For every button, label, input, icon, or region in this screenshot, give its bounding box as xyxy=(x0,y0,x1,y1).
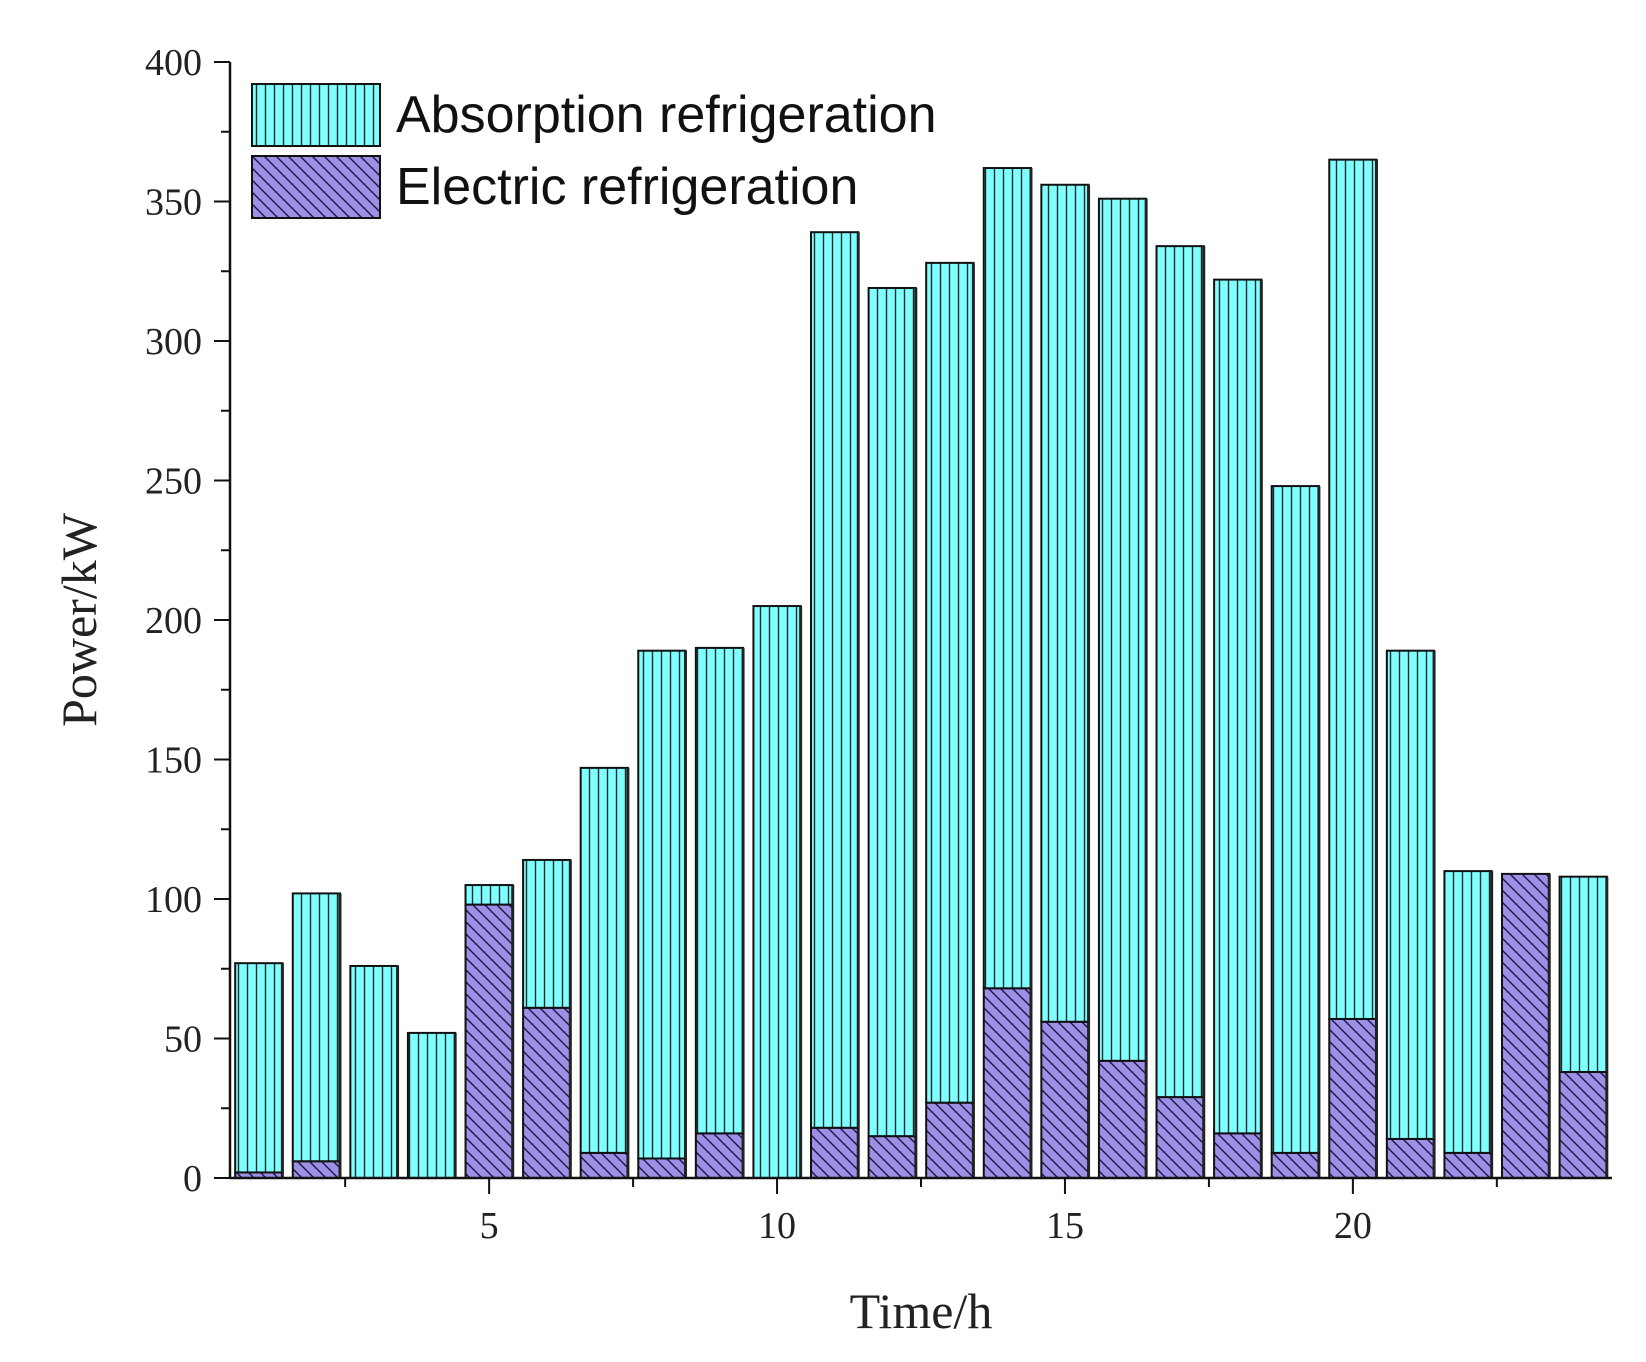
bar-electric-12 xyxy=(867,1135,918,1180)
x-tick-label: 20 xyxy=(1334,1205,1372,1247)
bar-absorption-24 xyxy=(1558,875,1609,1073)
y-axis-title: Power/kW xyxy=(51,512,107,727)
y-tick-label: 250 xyxy=(145,461,202,503)
legend-label: Absorption refrigeration xyxy=(396,86,937,144)
x-tick-label: 15 xyxy=(1046,1205,1084,1247)
bar-absorption-1 xyxy=(234,962,284,1174)
y-tick-label: 200 xyxy=(145,600,202,642)
bar-absorption-19 xyxy=(1270,485,1321,1154)
legend-item-absorption: Absorption refrigeration xyxy=(251,83,937,147)
bar-absorption-13 xyxy=(925,261,975,1104)
y-tick-label: 50 xyxy=(164,1019,202,1061)
bar-electric-17 xyxy=(1155,1096,1206,1179)
bar-electric-19 xyxy=(1270,1151,1321,1180)
y-tick-label: 400 xyxy=(145,42,202,84)
bar-electric-5 xyxy=(464,903,515,1180)
bar-absorption-9 xyxy=(694,646,745,1135)
bar-electric-9 xyxy=(694,1132,745,1179)
bar-electric-11 xyxy=(810,1126,860,1180)
bar-absorption-11 xyxy=(810,231,860,1129)
bar-absorption-4 xyxy=(406,1031,457,1180)
legend-label: Electric refrigeration xyxy=(396,158,858,216)
bar-absorption-3 xyxy=(349,964,400,1180)
bar-electric-23 xyxy=(1501,872,1551,1179)
bar-absorption-2 xyxy=(291,892,342,1163)
bar-absorption-12 xyxy=(867,286,918,1138)
bar-absorption-8 xyxy=(637,649,687,1160)
bar-electric-20 xyxy=(1328,1017,1378,1179)
legend-swatch xyxy=(251,155,381,219)
bar-electric-7 xyxy=(579,1151,630,1180)
y-tick-label: 0 xyxy=(183,1158,202,1200)
bar-electric-13 xyxy=(925,1101,975,1180)
bar-electric-6 xyxy=(522,1006,572,1179)
bar-absorption-10 xyxy=(752,605,803,1179)
y-tick-label: 100 xyxy=(145,879,202,921)
bar-absorption-21 xyxy=(1385,649,1436,1140)
bar-absorption-20 xyxy=(1328,158,1378,1020)
bar-electric-21 xyxy=(1385,1137,1436,1179)
bar-absorption-7 xyxy=(579,766,630,1154)
bar-absorption-15 xyxy=(1040,183,1091,1023)
x-tick-label: 5 xyxy=(480,1205,499,1247)
bar-absorption-17 xyxy=(1155,245,1206,1099)
bar-absorption-14 xyxy=(982,167,1033,990)
x-tick-label: 10 xyxy=(758,1205,796,1247)
bar-electric-22 xyxy=(1443,1151,1494,1180)
legend-swatch xyxy=(251,83,381,147)
bar-absorption-6 xyxy=(522,858,572,1009)
bar-electric-18 xyxy=(1213,1132,1263,1179)
bar-electric-24 xyxy=(1558,1070,1609,1179)
bar-electric-2 xyxy=(291,1160,342,1180)
bar-absorption-22 xyxy=(1443,870,1494,1154)
bar-electric-8 xyxy=(637,1157,687,1179)
bar-electric-14 xyxy=(982,987,1033,1180)
bar-absorption-18 xyxy=(1213,278,1263,1135)
y-tick-label: 350 xyxy=(145,182,202,224)
legend-item-electric: Electric refrigeration xyxy=(251,155,858,219)
bar-absorption-5 xyxy=(464,884,515,906)
x-axis-title: Time/h xyxy=(850,1283,993,1339)
bar-absorption-16 xyxy=(1097,197,1148,1062)
y-tick-label: 300 xyxy=(145,321,202,363)
bar-electric-15 xyxy=(1040,1020,1091,1180)
bar-electric-16 xyxy=(1097,1059,1148,1179)
y-tick-label: 150 xyxy=(145,740,202,782)
